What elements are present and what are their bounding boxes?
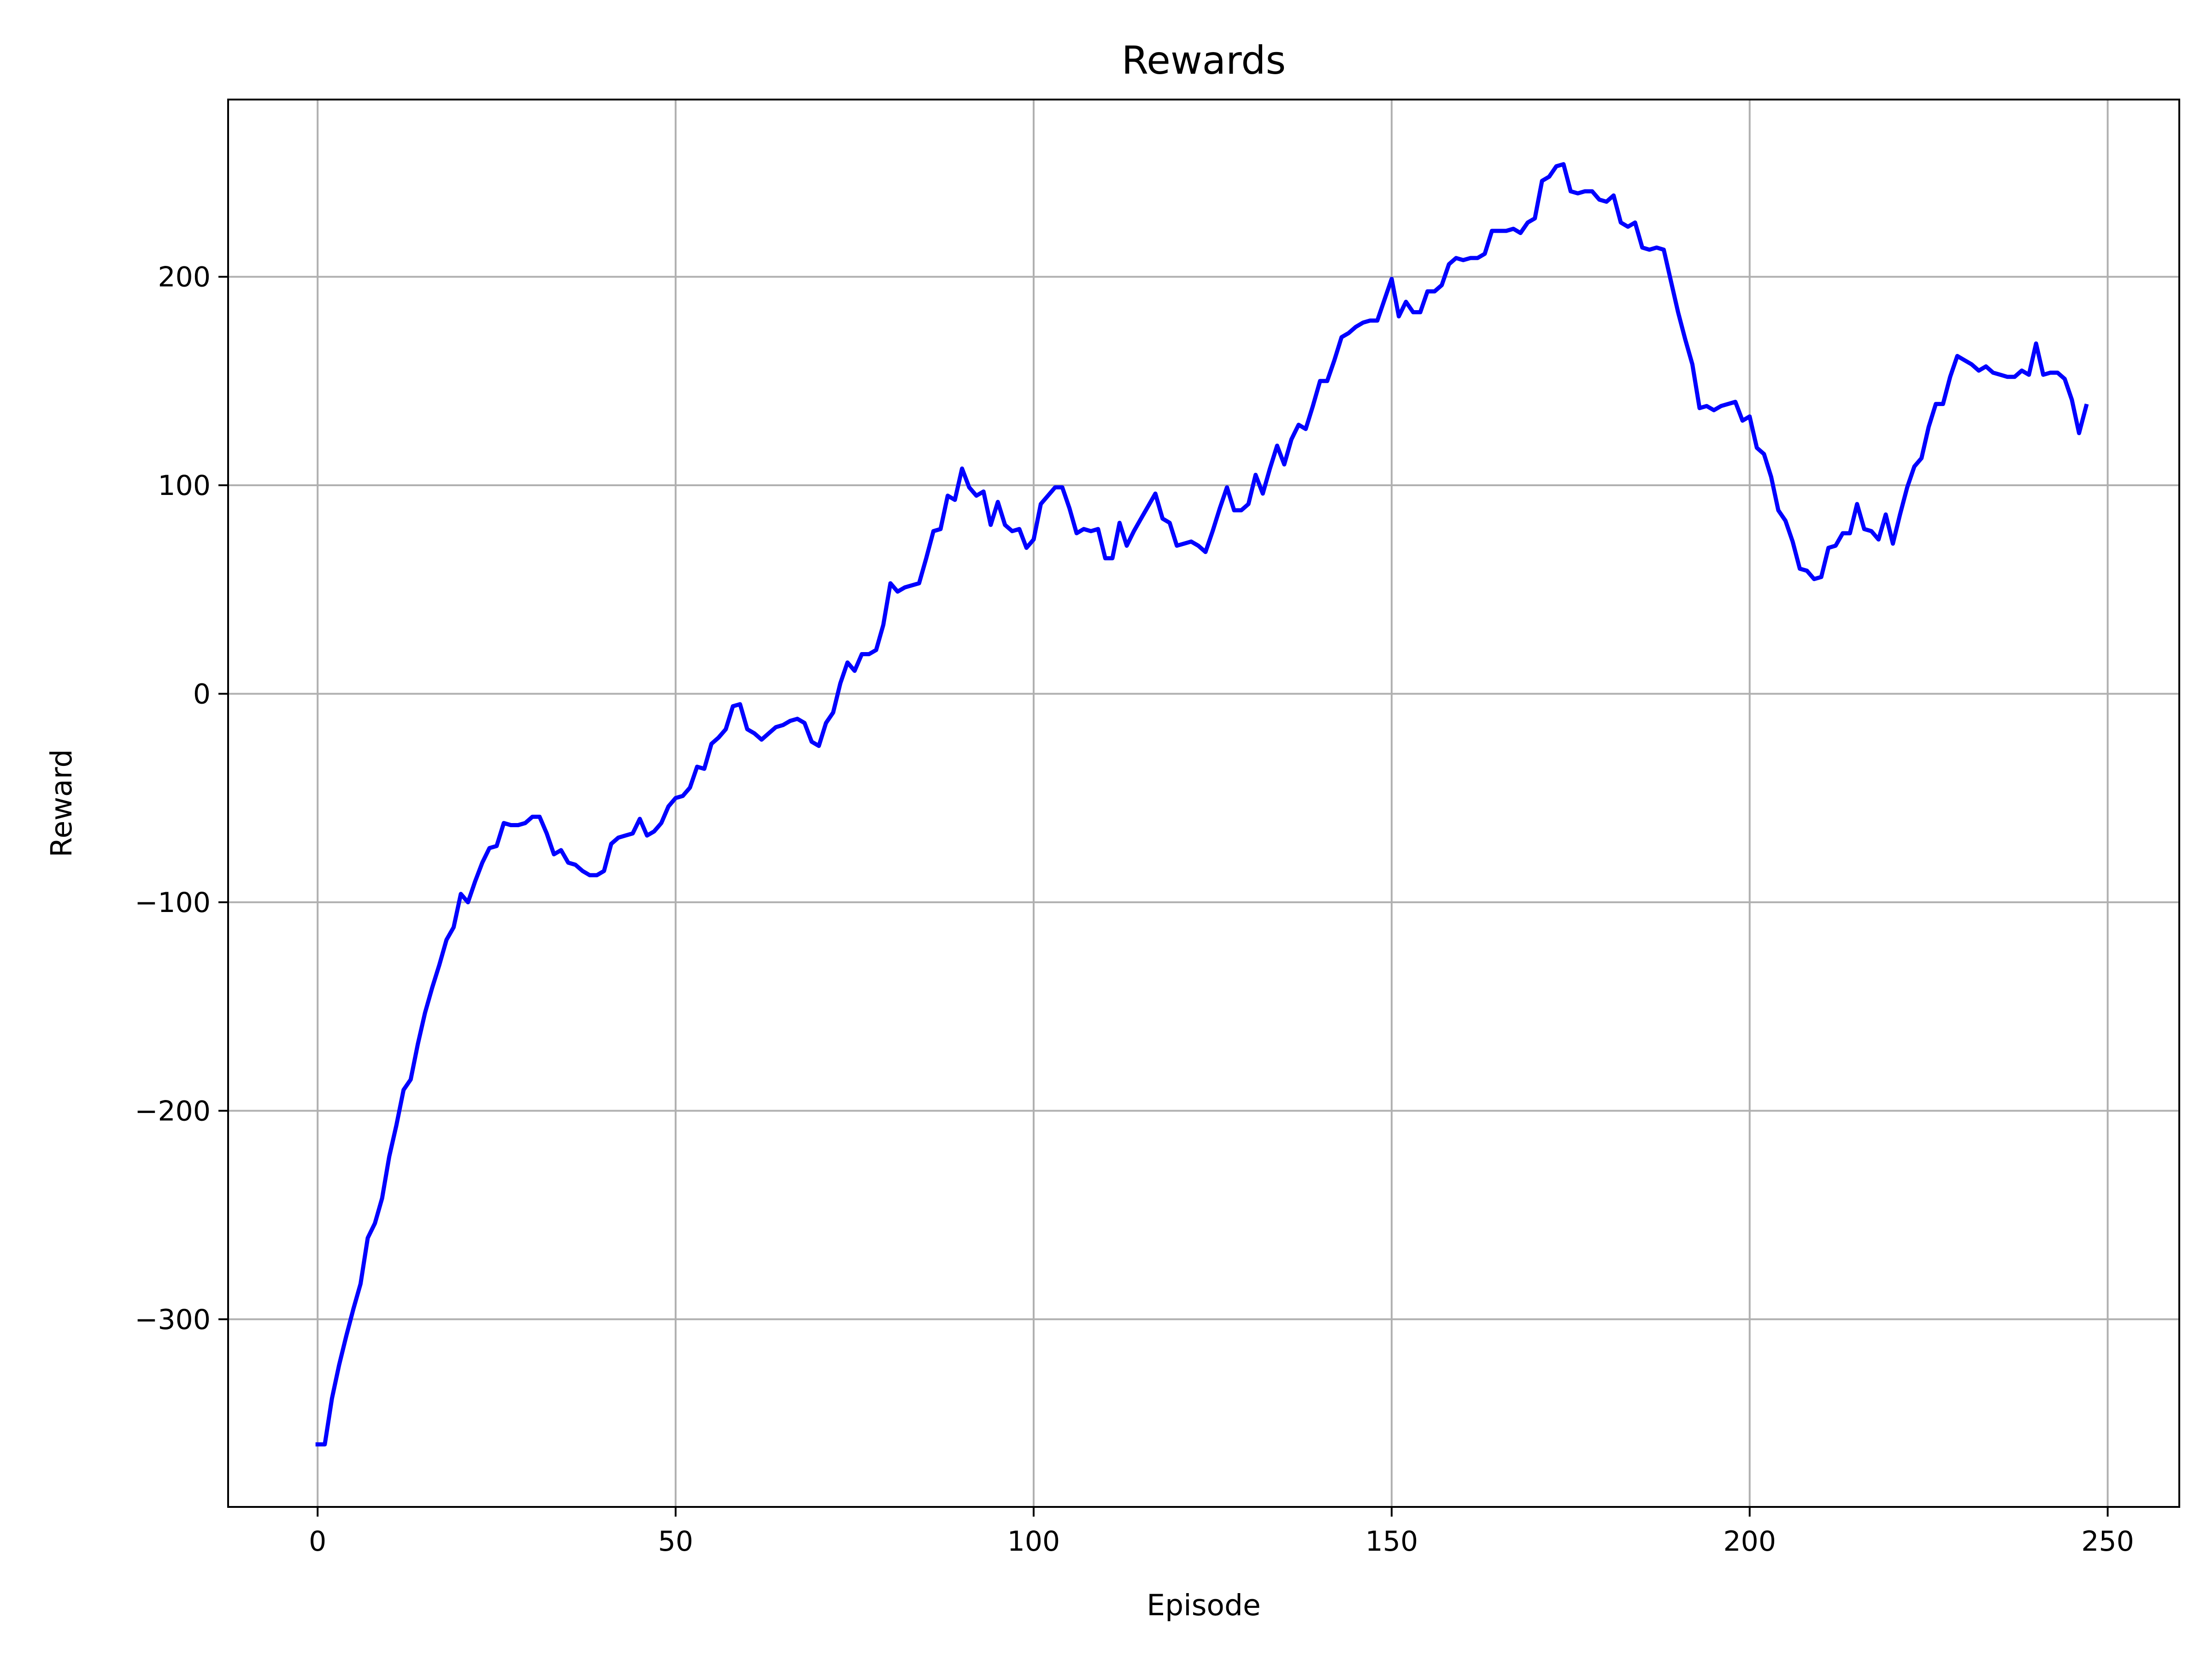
x-tick-label: 100 <box>1007 1525 1060 1558</box>
reward-series-line <box>315 162 2089 1447</box>
plot-frame <box>227 99 2180 1508</box>
x-axis-label: Episode <box>1147 1588 1260 1622</box>
plot-area <box>228 100 2179 1507</box>
gridlines <box>228 100 2179 1507</box>
series-layer <box>315 162 2089 1447</box>
y-tick-label: −200 <box>135 1095 211 1127</box>
x-tick-label: 250 <box>2081 1525 2134 1558</box>
y-axis-label: Reward <box>45 749 78 858</box>
y-tick-label: −300 <box>135 1304 211 1336</box>
tick-labels: 0 50 100 150 200 250 −300 −200 −100 0 100 200 <box>135 261 2134 1558</box>
chart-title: Rewards <box>1122 38 1286 83</box>
y-tick-label: −100 <box>135 887 211 919</box>
y-tick-label: 0 <box>193 678 211 710</box>
x-tick-label: 0 <box>309 1525 326 1558</box>
x-tick-label: 50 <box>658 1525 693 1558</box>
y-tick-label: 100 <box>158 470 211 502</box>
x-tick-label: 150 <box>1365 1525 1418 1558</box>
y-tick-label: 200 <box>158 261 211 294</box>
axis-ticks <box>218 276 2109 1517</box>
x-tick-label: 200 <box>1723 1525 1776 1558</box>
